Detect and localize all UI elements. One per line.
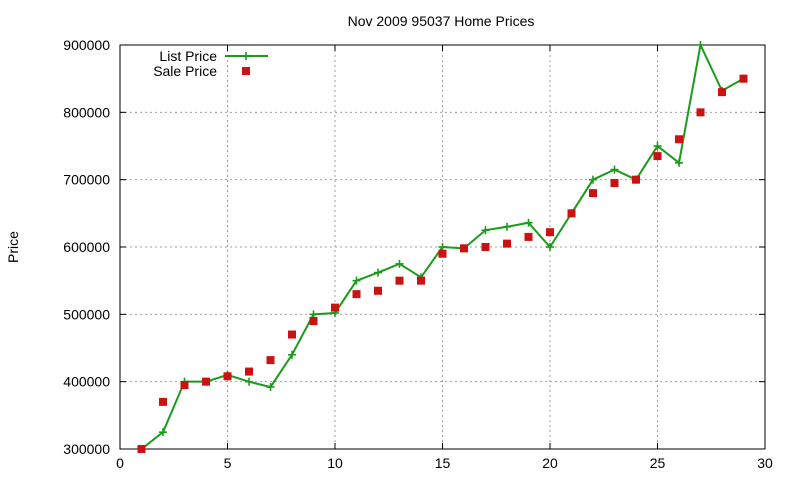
legend-label-list-price: List Price	[159, 48, 217, 64]
data-point-list-price	[481, 226, 490, 235]
data-point-sale-price	[309, 317, 318, 326]
x-tick-label: 25	[650, 455, 666, 471]
x-tick-label: 15	[435, 455, 451, 471]
data-point-sale-price	[632, 175, 640, 184]
data-point-sale-price	[288, 330, 296, 339]
data-point-sale-price	[739, 74, 748, 83]
data-point-list-price	[503, 222, 511, 231]
data-point-sale-price	[503, 239, 511, 248]
x-tick-label: 20	[542, 455, 558, 471]
data-point-list-price	[610, 165, 619, 174]
data-point-sale-price	[180, 381, 189, 390]
data-point-sale-price	[202, 377, 210, 386]
x-tick-label: 5	[224, 455, 232, 471]
data-point-sale-price	[675, 135, 683, 144]
series-sale-price	[137, 74, 748, 453]
data-point-list-price	[675, 158, 683, 167]
data-point-list-price	[438, 243, 447, 251]
y-tick-label: 700000	[63, 172, 110, 188]
y-tick-label: 300000	[63, 441, 110, 457]
data-point-list-price	[374, 268, 382, 277]
data-point-sale-price	[589, 189, 597, 198]
data-point-sale-price	[395, 276, 404, 285]
y-tick-label: 400000	[63, 374, 110, 390]
data-point-list-price	[309, 310, 318, 319]
data-point-sale-price	[460, 244, 468, 253]
data-point-sale-price	[718, 88, 726, 97]
y-axis-label: Price	[5, 231, 21, 263]
data-point-sale-price	[159, 397, 167, 406]
data-point-sale-price	[438, 249, 447, 258]
data-point-sale-price	[653, 152, 662, 161]
data-point-sale-price	[567, 209, 576, 218]
data-point-sale-price	[266, 356, 275, 365]
y-tick-label: 500000	[63, 306, 110, 322]
data-point-sale-price	[696, 108, 705, 117]
series	[137, 41, 748, 453]
x-tick-label: 0	[116, 455, 124, 471]
x-tick-label: 10	[327, 455, 343, 471]
data-point-list-price	[159, 428, 167, 437]
legend-marker-list-price	[242, 52, 250, 60]
axis-ticks: 0 5 10 15 20 25 30 300000 400000 500000 600000 7000…	[63, 37, 773, 471]
data-point-sale-price	[331, 303, 339, 312]
data-point-list-price	[288, 350, 296, 359]
y-tick-label: 600000	[63, 239, 110, 255]
legend: List Price Sale Price	[153, 48, 268, 79]
y-tick-label: 900000	[63, 37, 110, 53]
data-point-sale-price	[223, 372, 232, 381]
y-tick-label: 800000	[63, 104, 110, 120]
data-point-list-price	[524, 218, 533, 227]
data-point-list-price	[653, 142, 662, 150]
data-point-sale-price	[137, 445, 146, 453]
data-point-sale-price	[546, 228, 554, 237]
data-point-sale-price	[481, 243, 490, 251]
data-point-sale-price	[352, 290, 361, 299]
data-point-list-price	[395, 259, 404, 268]
data-point-sale-price	[245, 367, 253, 376]
data-point-sale-price	[610, 179, 619, 188]
data-point-list-price	[352, 276, 361, 285]
data-point-list-price	[589, 175, 597, 184]
data-point-sale-price	[417, 276, 425, 285]
data-point-sale-price	[374, 286, 382, 295]
legend-label-sale-price: Sale Price	[153, 63, 217, 79]
data-point-sale-price	[524, 232, 533, 241]
legend-marker-sale-price	[242, 67, 250, 75]
data-point-list-price	[245, 377, 253, 386]
data-point-list-price	[696, 41, 705, 49]
x-tick-label: 30	[757, 455, 773, 471]
data-point-list-price	[266, 383, 275, 392]
chart-title: Nov 2009 95037 Home Prices	[348, 13, 535, 29]
data-point-list-price	[546, 243, 554, 251]
